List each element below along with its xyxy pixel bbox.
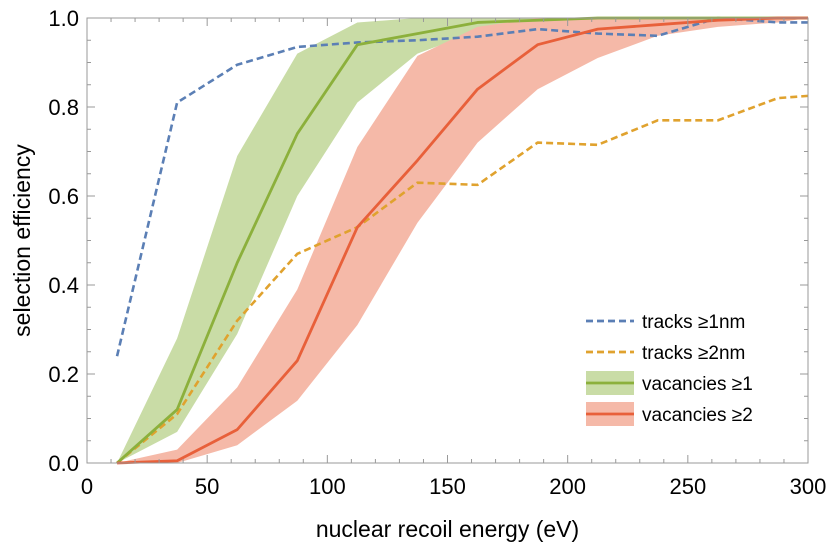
series-line-vacancies-2: [116, 16, 808, 465]
x-tick-label: 250: [669, 474, 706, 499]
legend: tracks ≥1nm tracks ≥2nm vacancies ≥1 vacanc…: [586, 312, 753, 426]
band-vacancies-1: [117, 18, 808, 463]
x-axis-label: nuclear recoil energy (eV): [316, 516, 579, 542]
axis-ticks: [86, 17, 809, 464]
x-tick-label: 0: [81, 474, 93, 499]
x-tick-label: 300: [790, 474, 827, 499]
y-tick-label: 0.0: [48, 451, 79, 476]
confidence-bands: [117, 18, 808, 463]
legend-label: vacancies ≥1: [642, 374, 753, 395]
legend-label: vacancies ≥2: [642, 405, 753, 426]
y-tick-label: 0.2: [48, 362, 79, 387]
x-tick-label: 50: [195, 474, 219, 499]
y-tick-label: 0.4: [48, 273, 79, 298]
y-axis-label: selection efficiency: [9, 144, 35, 337]
y-tick-label: 0.6: [48, 184, 79, 209]
y-tick-label: 0.8: [48, 95, 79, 120]
band-vacancies-2: [117, 18, 808, 463]
x-tick-label: 150: [429, 474, 466, 499]
y-tick-label: 1.0: [48, 6, 79, 31]
axis-tick-labels: 0 50 100 150 200 250 300 0.0 0.2 0.4 0.6 0.8 1.0: [48, 6, 826, 499]
x-tick-label: 100: [309, 474, 346, 499]
series-lines: [115, 16, 809, 465]
series-line-tracks-2nm: [116, 94, 809, 465]
legend-label: tracks ≥1nm: [642, 312, 745, 333]
x-tick-label: 200: [549, 474, 586, 499]
legend-label: tracks ≥2nm: [642, 343, 745, 364]
